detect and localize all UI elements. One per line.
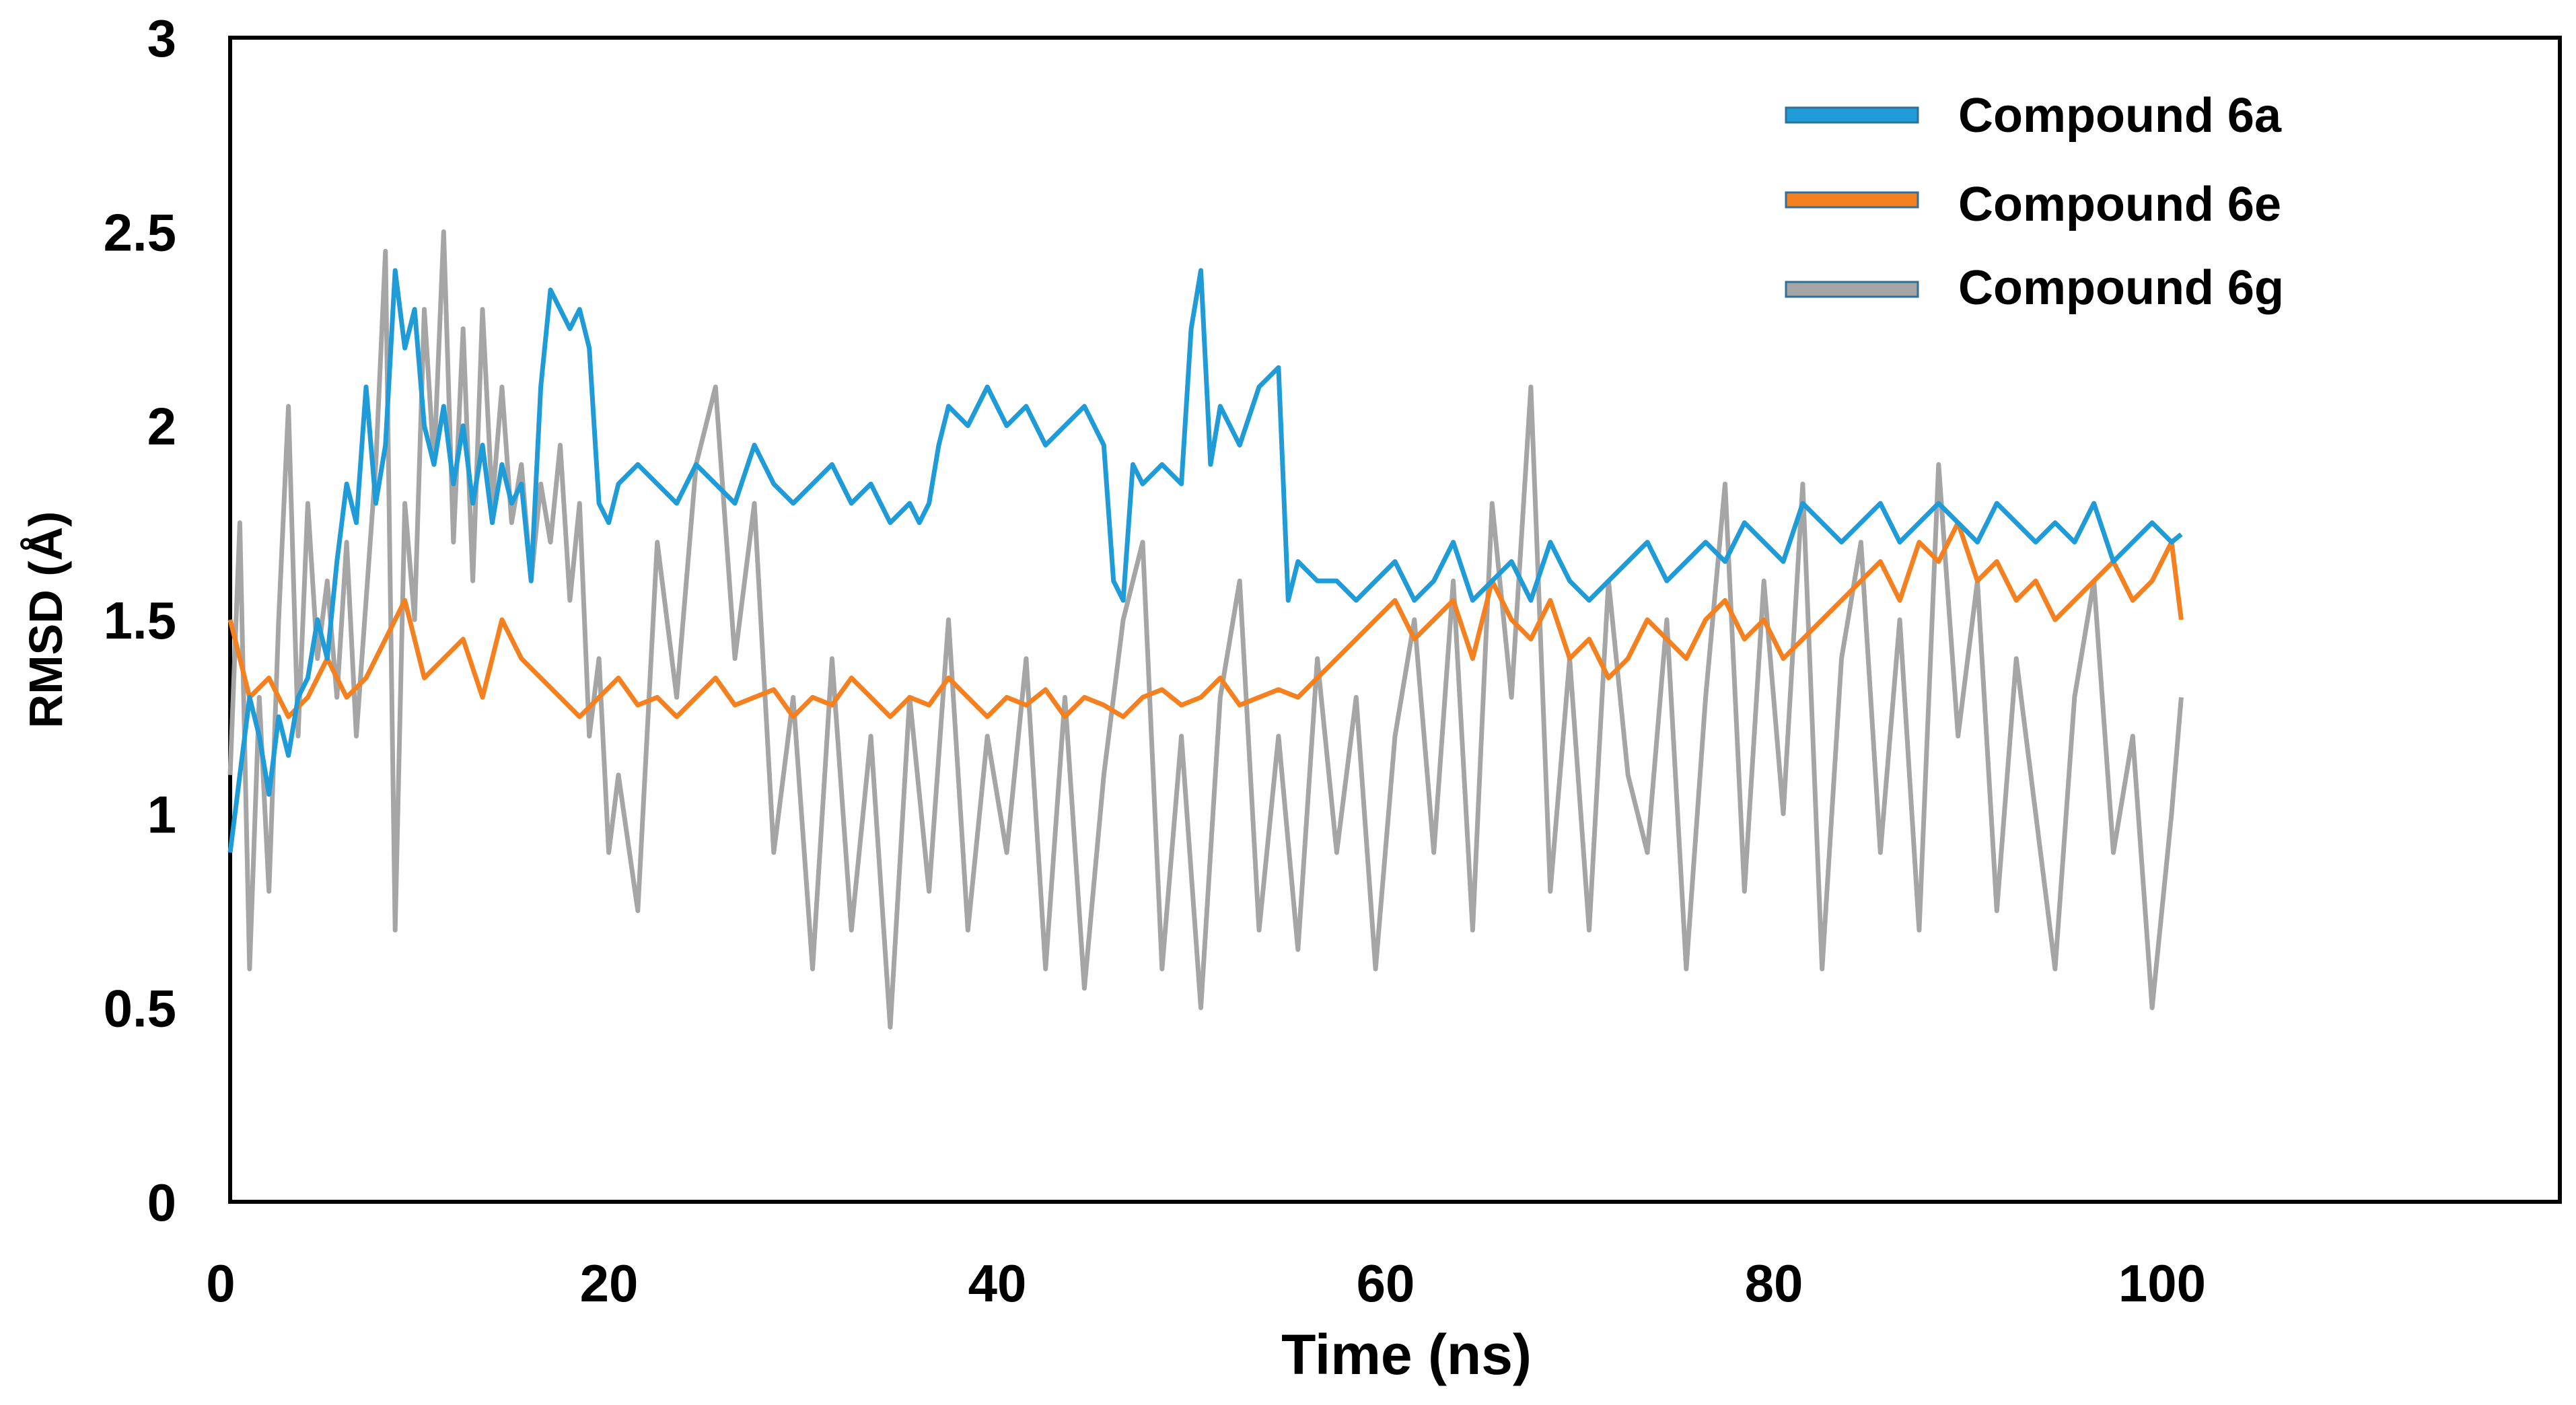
legend-entry-6e: Compound 6e (1785, 178, 2281, 231)
series-line-compound-6g (227, 229, 2184, 1030)
legend-swatch-6g (1785, 281, 1919, 298)
x-tick-label: 100 (2118, 1254, 2206, 1313)
x-tick-label: 0 (206, 1254, 235, 1313)
legend: Compound 6a Compound 6e Compound 6g (1785, 89, 2284, 315)
legend-entry-6a: Compound 6a (1785, 89, 2282, 143)
series-layer (227, 229, 2184, 1030)
legend-entry-6g: Compound 6g (1785, 261, 2284, 315)
x-tick-label: 60 (1357, 1254, 1415, 1313)
legend-label-6e: Compound 6e (1958, 178, 2281, 231)
x-tick-label: 40 (968, 1254, 1027, 1313)
series-line-compound-6a (227, 268, 2183, 853)
x-axis-ticks: 0 20 40 60 80 100 (206, 1254, 2206, 1313)
legend-label-6g: Compound 6g (1958, 261, 2284, 315)
y-tick-label: 0.5 (104, 979, 176, 1038)
legend-label-6a: Compound 6a (1958, 89, 2282, 143)
y-tick-label: 1 (147, 785, 176, 844)
y-axis-ticks: 0 0.5 1 1.5 2 2.5 3 (104, 9, 176, 1232)
plot-area-frame (228, 36, 2562, 1204)
y-tick-label: 2 (147, 397, 176, 456)
y-tick-label: 1.5 (104, 591, 176, 650)
x-tick-label: 20 (580, 1254, 639, 1313)
series-line-compound-6e (227, 520, 2184, 719)
y-tick-label: 2.5 (104, 203, 176, 262)
x-tick-label: 80 (1745, 1254, 1803, 1313)
legend-swatch-6a (1785, 106, 1919, 124)
legend-swatch-6e (1785, 191, 1919, 209)
x-axis-title: Time (ns) (1281, 1323, 1532, 1386)
y-tick-label: 0 (147, 1173, 176, 1232)
y-axis-title: RMSD (Å) (20, 511, 72, 729)
y-tick-label: 3 (147, 9, 176, 68)
